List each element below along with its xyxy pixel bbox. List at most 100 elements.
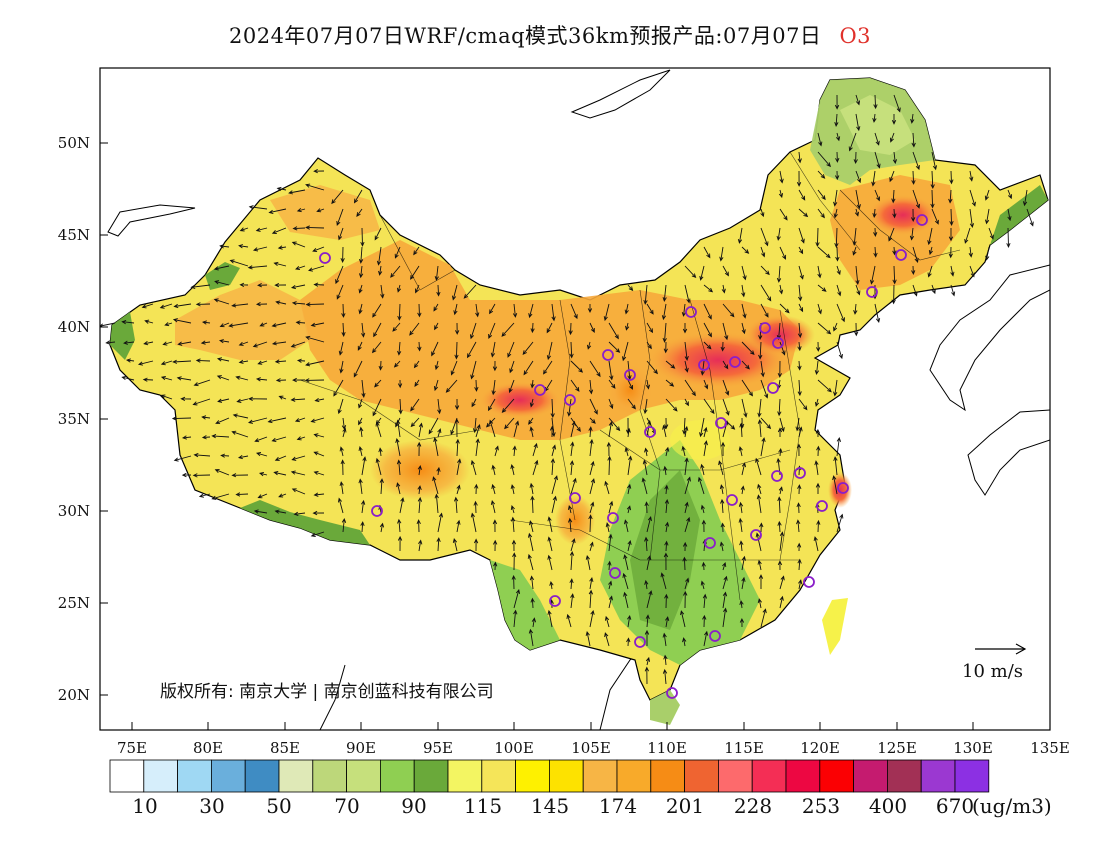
wind-arrow xyxy=(470,360,477,380)
high-ozone-zones xyxy=(175,175,960,545)
wind-arrow xyxy=(796,170,802,187)
wind-arrow xyxy=(414,379,420,387)
wind-arrow xyxy=(777,360,783,378)
wind-arrow xyxy=(295,265,306,271)
wind-arrow xyxy=(416,519,421,533)
wind-arrow xyxy=(589,398,598,415)
wind-arrow xyxy=(626,427,631,438)
wind-arrow xyxy=(372,398,382,417)
wind-arrow xyxy=(358,265,364,279)
station-marker xyxy=(704,537,716,549)
wind-arrow xyxy=(684,516,691,533)
wind-arrow xyxy=(510,516,516,533)
wind-arrow xyxy=(339,446,344,457)
wind-arrow xyxy=(532,442,538,457)
wind-arrow xyxy=(817,303,822,315)
wind-arrow xyxy=(121,375,135,381)
wind-arrow xyxy=(912,151,920,171)
wind-arrow xyxy=(949,208,954,226)
wind-arrow xyxy=(624,447,629,457)
wind-arrow xyxy=(358,246,364,264)
wind-arrow xyxy=(662,424,667,438)
wind-arrow xyxy=(682,556,687,571)
wind-arrow xyxy=(358,284,363,294)
wind-arrow xyxy=(836,303,845,323)
wind-arrow xyxy=(238,359,249,364)
colorbar-swatch xyxy=(413,759,449,793)
wind-arrow xyxy=(703,440,708,457)
wind-arrow xyxy=(910,113,915,124)
wind-arrow xyxy=(472,417,478,434)
colorbar-swatch xyxy=(481,759,516,793)
wind-arrow xyxy=(491,483,496,495)
wind-arrow xyxy=(164,322,173,327)
wind-arrow xyxy=(473,500,478,514)
wind-arrow xyxy=(570,379,580,392)
wind-arrow xyxy=(832,475,838,495)
colorbar-swatch xyxy=(582,759,618,793)
wind-arrow xyxy=(797,360,802,371)
wind-arrow xyxy=(798,303,804,313)
wind-arrow xyxy=(927,227,933,246)
station-marker xyxy=(895,249,907,261)
wind-arrow xyxy=(274,509,287,514)
colorbar-swatch xyxy=(954,759,990,793)
wind-arrow xyxy=(417,341,422,352)
wind-arrow xyxy=(738,517,743,533)
wind-arrow xyxy=(487,398,496,412)
wind-arrow xyxy=(305,335,325,343)
wind-arrow xyxy=(741,555,746,571)
wind-arrow xyxy=(852,227,857,246)
wind-arrow xyxy=(722,379,730,396)
wind-arrow xyxy=(394,246,401,259)
wind-arrow xyxy=(491,379,496,396)
wind-arrow xyxy=(551,495,557,514)
wind-arrow xyxy=(928,246,933,256)
wind-arrow xyxy=(507,341,515,358)
wind-arrow xyxy=(684,265,697,279)
wind-arrow xyxy=(473,538,479,552)
wind-arrow xyxy=(719,541,725,552)
wind-arrow xyxy=(445,379,458,393)
wind-arrow xyxy=(755,457,762,476)
wind-arrow xyxy=(193,452,211,458)
wind-arrow xyxy=(589,541,594,552)
wind-arrow xyxy=(604,632,610,647)
station-marker xyxy=(564,394,576,406)
wind-arrow xyxy=(378,447,383,457)
wind-arrow xyxy=(646,515,652,533)
wind-arrow xyxy=(273,261,287,267)
wind-arrow xyxy=(255,377,268,382)
wind-arrow xyxy=(1007,208,1012,222)
wind-arrow xyxy=(874,189,881,202)
wind-arrow xyxy=(513,420,520,438)
wind-arrow xyxy=(836,284,842,297)
wind-arrow xyxy=(258,472,268,477)
wind-arrow xyxy=(513,609,518,628)
wind-arrow xyxy=(546,341,553,361)
wind-arrow xyxy=(909,227,915,241)
wind-arrow xyxy=(254,436,268,443)
wind-arrow xyxy=(434,265,439,281)
wind-arrow xyxy=(211,493,230,500)
wind-arrow xyxy=(645,656,651,666)
wind-arrow xyxy=(798,398,808,411)
wind-arrow xyxy=(738,501,744,514)
lon-tick-95e: 95E xyxy=(423,739,453,757)
wind-arrow xyxy=(798,189,806,201)
wind-arrow xyxy=(852,246,857,256)
wind-arrow xyxy=(665,360,676,369)
wind-arrow xyxy=(643,398,648,415)
wind-arrow xyxy=(530,322,535,334)
wind-arrow xyxy=(645,379,651,390)
wind-arrow xyxy=(756,494,762,514)
low-ozone-zones xyxy=(110,78,1048,725)
wind-arrow xyxy=(662,322,667,343)
wind-arrow xyxy=(872,113,877,123)
wind-arrow xyxy=(453,303,458,316)
wind-arrow xyxy=(454,341,459,360)
wind-arrow xyxy=(567,517,573,533)
wind-arrow xyxy=(607,560,612,571)
wind-arrow xyxy=(489,303,496,315)
wind-arrow xyxy=(228,322,249,328)
